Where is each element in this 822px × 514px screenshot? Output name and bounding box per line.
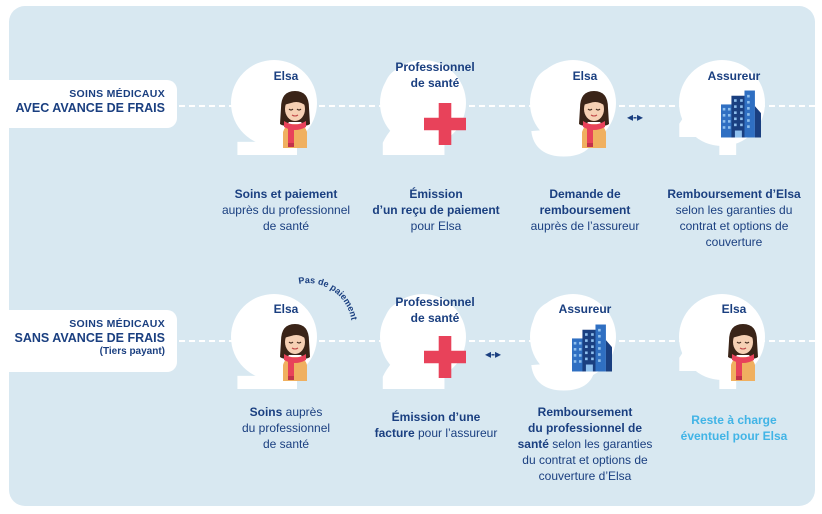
row2-step4-actor: Elsa	[721, 302, 747, 316]
step-circle	[380, 60, 466, 146]
row2-step3-caption: Remboursement du professionnel de santé …	[500, 404, 670, 484]
caption-text: éventuel pour Elsa	[680, 429, 788, 443]
caption-text: pour l’assureur	[414, 426, 498, 440]
caption-text: selon les garanties du	[675, 203, 793, 217]
elsa-icon	[574, 88, 614, 150]
caption-bold: remboursement	[539, 203, 631, 217]
red-cross-icon	[424, 103, 466, 145]
row2-step2-caption: Émission d’une facture pour l’assureur	[351, 409, 521, 441]
elsa-icon	[275, 321, 315, 383]
row1-step2-actor: Professionnel de santé	[365, 59, 505, 91]
row2-step1-caption: Soins auprès du professionnel de santé	[201, 404, 371, 452]
row1-step3-actor: Elsa	[572, 69, 598, 83]
actor-line: Professionnel	[395, 60, 475, 74]
caption-text: contrat et options de	[679, 219, 789, 233]
actor-line: Professionnel	[395, 295, 475, 309]
row1-step4-actor: Assureur	[707, 69, 761, 83]
row1-step1-caption: Soins et paiement auprès du professionne…	[201, 186, 371, 234]
row2-step3-actor: Assureur	[558, 302, 612, 316]
caption-text: auprès de l’assureur	[530, 219, 640, 233]
row2-bidirectional-arrow: ◂-▸	[485, 347, 502, 361]
caption-text: du contrat et options de	[522, 453, 648, 467]
row2-step2: 2	[364, 282, 476, 410]
elsa-icon	[275, 88, 315, 150]
caption-text: couverture d’Elsa	[538, 469, 632, 483]
caption-text: de santé	[262, 437, 310, 451]
caption-text: de santé	[262, 219, 310, 233]
row1-label: SOINS MÉDICAUX AVEC AVANCE DE FRAIS	[9, 80, 177, 128]
row2-step1-actor: Elsa	[273, 302, 299, 316]
row1-label-line1: SOINS MÉDICAUX	[69, 88, 165, 100]
building-icon	[721, 90, 761, 138]
caption-bold: facture	[374, 426, 415, 440]
caption-text: auprès du professionnel	[221, 203, 351, 217]
row2-step4-caption: Reste à charge éventuel pour Elsa	[649, 412, 819, 444]
row2-step2-actor: Professionnel de santé	[365, 294, 505, 326]
row2-label-line2: SANS AVANCE DE FRAIS	[14, 331, 165, 345]
step-circle	[380, 294, 466, 380]
row1-step2: 2	[364, 48, 476, 176]
caption-text: du professionnel	[241, 421, 331, 435]
caption-bold: Soins et paiement	[234, 187, 338, 201]
building-icon	[572, 324, 612, 372]
row2-label-line1: SOINS MÉDICAUX	[69, 318, 165, 330]
row1-step3-caption: Demande de remboursement auprès de l’ass…	[500, 186, 670, 234]
red-cross-icon	[424, 336, 466, 378]
diagram-panel: SOINS MÉDICAUX AVEC AVANCE DE FRAIS 1 El…	[9, 6, 815, 506]
caption-bold: Émission	[409, 187, 463, 201]
caption-bold: du professionnel de	[527, 421, 642, 435]
caption-bold: Soins	[249, 405, 283, 419]
row1-step4-caption: Remboursement d’Elsa selon les garanties…	[649, 186, 819, 250]
caption-text: selon les garanties	[548, 437, 653, 451]
caption-bold: Émission d’une	[391, 410, 481, 424]
caption-text: Reste à charge	[691, 413, 777, 427]
actor-line: de santé	[410, 311, 460, 325]
row1-label-line2: AVEC AVANCE DE FRAIS	[15, 101, 165, 115]
elsa-icon	[723, 321, 763, 383]
caption-bold: Demande de	[549, 187, 621, 201]
row2-label-line3: (Tiers payant)	[99, 346, 165, 357]
caption-text: auprès	[282, 405, 323, 419]
caption-text: couverture	[705, 235, 763, 249]
row1-bidirectional-arrow: ◂-▸	[627, 110, 644, 124]
row1-step1-actor: Elsa	[273, 69, 299, 83]
caption-text: pour Elsa	[410, 219, 462, 233]
caption-bold: santé	[517, 437, 549, 451]
caption-bold: Remboursement d’Elsa	[667, 187, 801, 201]
caption-bold: d’un reçu de paiement	[372, 203, 500, 217]
actor-line: de santé	[410, 76, 460, 90]
row2-label: SOINS MÉDICAUX SANS AVANCE DE FRAIS (Tie…	[9, 310, 177, 372]
row1-step2-caption: Émission d’un reçu de paiement pour Elsa	[351, 186, 521, 234]
caption-bold: Remboursement	[537, 405, 633, 419]
